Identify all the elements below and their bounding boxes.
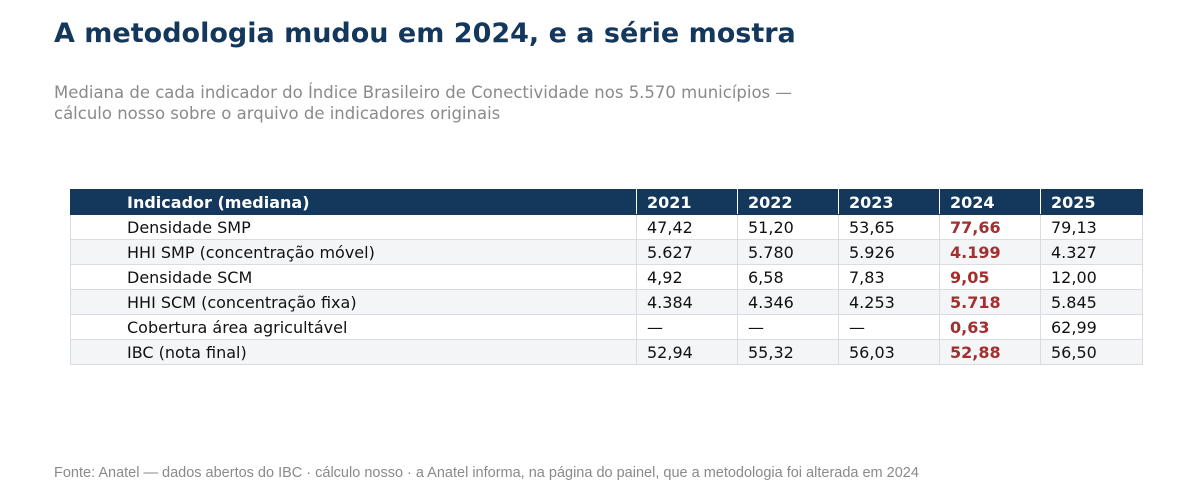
- column-header-2022: 2022: [737, 189, 839, 215]
- cell-value-2023: 7,83: [838, 264, 940, 290]
- cell-value-2023: 5.926: [838, 239, 940, 265]
- cell-indicator: HHI SMP (concentração móvel): [70, 239, 637, 265]
- table-body: Densidade SMP 47,42 51,20 53,65 77,66 79,13 HH…: [70, 214, 1143, 365]
- chart-subtitle: Mediana de cada indicador do Índice Bras…: [54, 83, 792, 123]
- cell-value-2025: 4.327: [1040, 239, 1143, 265]
- cell-value-2021: 5.627: [636, 239, 738, 265]
- column-header-2025: 2025: [1040, 189, 1143, 215]
- table-row: HHI SCM (concentração fixa) 4.384 4.346 4.2…: [70, 289, 1143, 315]
- table-header-row: Indicador (mediana) 2021 2022 2023 2024 …: [70, 189, 1143, 215]
- cell-value-2021: 4,92: [636, 264, 738, 290]
- cell-value-2024: 77,66: [939, 214, 1041, 240]
- cell-value-2022: 5.780: [737, 239, 839, 265]
- column-header-2021: 2021: [636, 189, 738, 215]
- cell-value-2021: 52,94: [636, 339, 738, 365]
- cell-value-2022: —: [737, 314, 839, 340]
- cell-value-2023: 4.253: [838, 289, 940, 315]
- cell-value-2025: 56,50: [1040, 339, 1143, 365]
- cell-value-2024: 0,63: [939, 314, 1041, 340]
- cell-value-2021: 4.384: [636, 289, 738, 315]
- table-row: IBC (nota final) 52,94 55,32 56,03 52,88 56,5…: [70, 339, 1143, 365]
- cell-value-2025: 12,00: [1040, 264, 1143, 290]
- cell-value-2022: 55,32: [737, 339, 839, 365]
- table-row: Densidade SMP 47,42 51,20 53,65 77,66 79,13: [70, 214, 1143, 240]
- cell-value-2025: 62,99: [1040, 314, 1143, 340]
- cell-value-2021: 47,42: [636, 214, 738, 240]
- chart-title: A metodologia mudou em 2024, e a série m…: [54, 18, 796, 49]
- column-header-2023: 2023: [838, 189, 940, 215]
- cell-indicator: Cobertura área agricultável: [70, 314, 637, 340]
- cell-value-2025: 79,13: [1040, 214, 1143, 240]
- cell-value-2025: 5.845: [1040, 289, 1143, 315]
- cell-value-2024: 5.718: [939, 289, 1041, 315]
- data-table: Indicador (mediana) 2021 2022 2023 2024 …: [70, 189, 1143, 365]
- cell-value-2024: 9,05: [939, 264, 1041, 290]
- cell-value-2023: —: [838, 314, 940, 340]
- source-note: Fonte: Anatel — dados abertos do IBC · c…: [54, 465, 919, 481]
- table-row: Cobertura área agricultável — — —0,63 62,99: [70, 314, 1143, 340]
- cell-value-2021: —: [636, 314, 738, 340]
- cell-value-2022: 4.346: [737, 289, 839, 315]
- cell-value-2024: 52,88: [939, 339, 1041, 365]
- cell-indicator: HHI SCM (concentração fixa): [70, 289, 637, 315]
- cell-value-2023: 56,03: [838, 339, 940, 365]
- cell-value-2022: 6,58: [737, 264, 839, 290]
- column-header-indicator: Indicador (mediana): [70, 189, 637, 215]
- table-row: HHI SMP (concentração móvel) 5.627 5.780 5.…: [70, 239, 1143, 265]
- cell-value-2024: 4.199: [939, 239, 1041, 265]
- data-table-container: Indicador (mediana) 2021 2022 2023 2024 …: [70, 189, 1143, 365]
- table-row: Densidade SCM 4,92 6,58 7,83 9,05 12,00: [70, 264, 1143, 290]
- cell-value-2022: 51,20: [737, 214, 839, 240]
- cell-indicator: Densidade SCM: [70, 264, 637, 290]
- cell-indicator: IBC (nota final): [70, 339, 637, 365]
- column-header-2024: 2024: [939, 189, 1041, 215]
- cell-indicator: Densidade SMP: [70, 214, 637, 240]
- cell-value-2023: 53,65: [838, 214, 940, 240]
